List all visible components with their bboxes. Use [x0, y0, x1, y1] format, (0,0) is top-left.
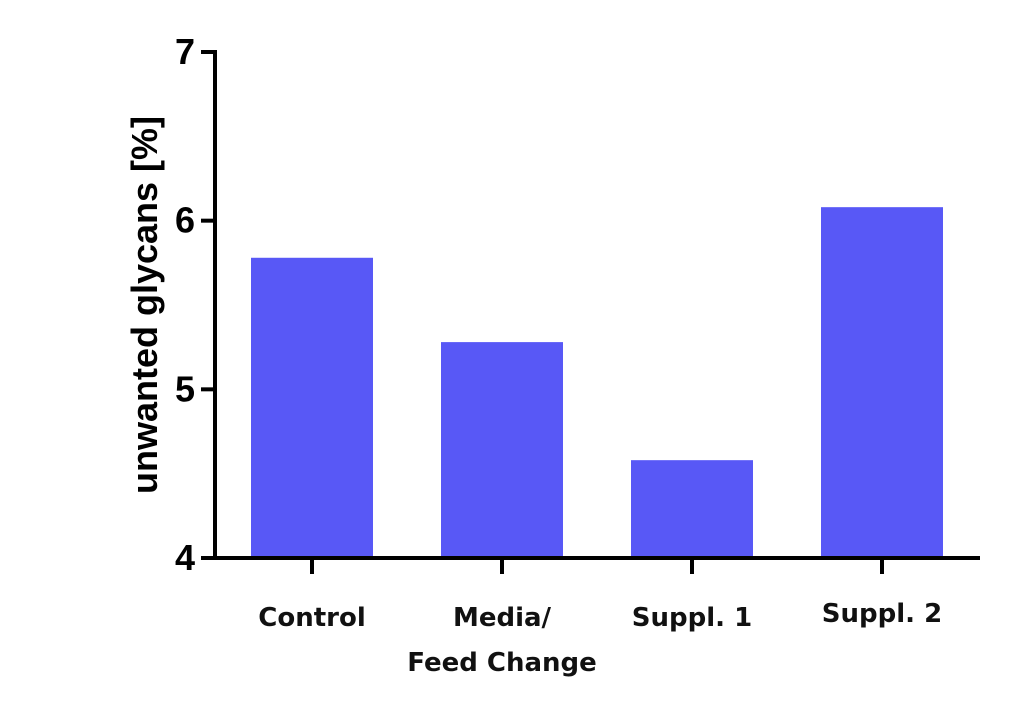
bar: [631, 460, 753, 558]
y-tick-label: 7: [175, 31, 195, 72]
y-axis-title: unwanted glycans [%]: [124, 116, 165, 494]
x-ticks-group: Control Media/Feed Change Suppl. 1 Suppl. 2: [258, 558, 942, 678]
y-tick-label: 4: [175, 537, 195, 578]
bar: [821, 207, 943, 558]
x-tick-label: Suppl. 2: [822, 599, 942, 629]
y-tick-label: 6: [175, 200, 195, 241]
x-tick-label: Media/Feed Change: [407, 603, 597, 678]
bars-group: [251, 207, 943, 558]
bar: [441, 342, 563, 558]
y-tick-label: 5: [175, 368, 195, 409]
bar: [251, 257, 373, 558]
x-tick-label: Suppl. 1: [632, 603, 752, 633]
y-ticks-group: 4 5 6 7: [175, 31, 215, 578]
x-tick-label: Control: [258, 603, 365, 633]
